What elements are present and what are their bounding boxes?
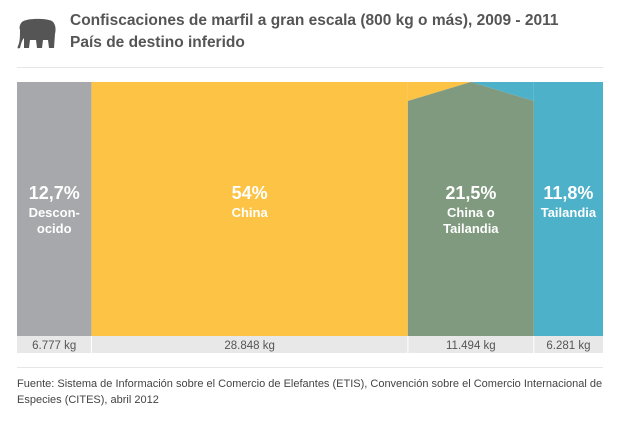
category-label: Descon- [29,205,80,220]
percent-label: 54% [232,183,268,203]
percent-label: 21,5% [445,183,496,203]
category-label: ocido [37,221,72,236]
divider [17,367,603,368]
chart-title: Confiscaciones de marfil a gran escala (… [70,12,559,29]
weight-label: 6.777 kg [32,340,76,352]
chart-subtitle: País de destino inferido [70,34,245,51]
weight-label: 28.848 kg [224,340,275,352]
elephant-icon [17,18,56,49]
category-label: China o [447,205,495,220]
bar-0 [17,82,92,336]
category-label: Tailandia [443,221,499,236]
chart: 12,7% Descon-ocido 6.777 kg 54% China 28.848 … [17,82,603,353]
percent-label: 12,7% [29,183,80,203]
category-label: China [232,205,269,220]
source-note: Fuente: Sistema de Información sobre el … [17,378,603,406]
weight-label: 6.281 kg [546,340,590,352]
divider [17,67,603,68]
category-label: Tailandia [541,205,597,220]
weight-label: 11.494 kg [446,340,496,352]
bar-3 [533,82,603,336]
weight-label-bar [17,336,603,353]
bar-1 [91,82,408,336]
percent-label: 11,8% [543,183,593,203]
bar-china-o-tailandia [407,82,534,336]
